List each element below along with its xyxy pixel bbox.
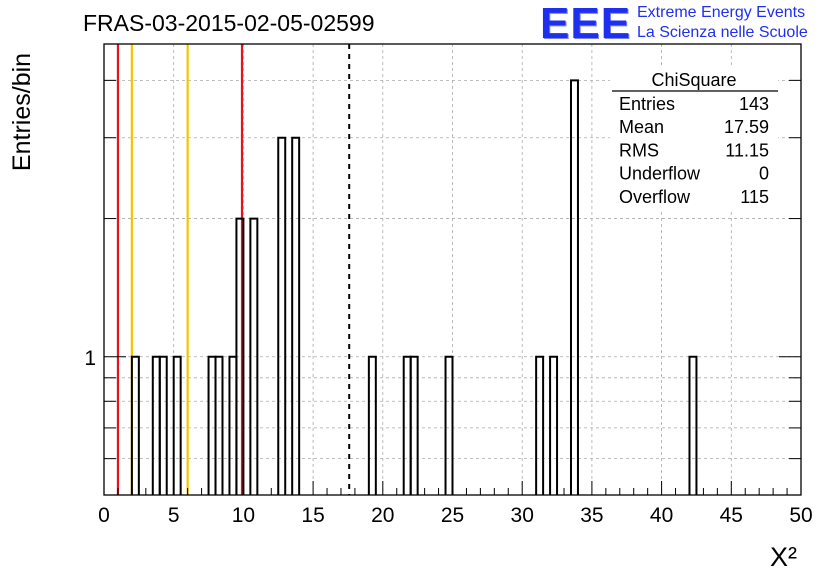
histogram-bar	[249, 217, 259, 495]
x-tick-label: 10	[232, 504, 255, 527]
stats-label: Mean	[619, 117, 664, 137]
x-tick-label: 35	[580, 504, 603, 527]
stats-label: Entries	[619, 94, 675, 114]
x-tick-label: 25	[441, 504, 464, 527]
eee-logo: EEE	[540, 0, 632, 48]
stats-label: RMS	[619, 140, 659, 160]
org-name-line1: Extreme Energy Events	[637, 4, 806, 21]
x-tick-label: 30	[511, 504, 534, 527]
histogram-bar	[409, 355, 419, 495]
histogram-bar	[172, 355, 182, 495]
stats-label: Overflow	[619, 187, 691, 207]
histogram-bar	[235, 217, 245, 495]
histogram-bar	[535, 355, 545, 495]
y-axis-label: Entries/bin	[8, 53, 36, 171]
histogram-bar	[688, 355, 698, 495]
histogram-bar	[277, 136, 287, 495]
y-tick-label: 1	[84, 347, 96, 370]
org-name-line2: La Scienza nelle Scuole	[637, 24, 808, 41]
stats-value: 0	[759, 164, 769, 184]
histogram-bar	[214, 355, 224, 495]
histogram-bars	[130, 79, 698, 495]
histogram-bar	[130, 355, 140, 495]
histogram-bar	[158, 355, 168, 495]
histogram-bar	[549, 355, 559, 495]
histogram-bar	[291, 136, 301, 495]
x-tick-label: 50	[789, 504, 812, 527]
histogram-bar	[444, 355, 454, 495]
stats-value: 11.15	[725, 140, 769, 160]
stats-box-bg	[610, 66, 778, 210]
y-tick-labels: 1	[84, 347, 96, 370]
stats-value: 115	[740, 187, 769, 207]
histogram-bar	[367, 355, 377, 495]
stats-box: ChiSquare Entries 143 Mean 17.59 RMS 11.15 Unde…	[610, 66, 778, 210]
x-tick-labels: 0 5 10 15 20 25 30 35 40 45 50	[98, 504, 813, 527]
stats-label: Underflow	[619, 164, 701, 184]
histogram-bar	[569, 79, 579, 495]
x-tick-label: 45	[720, 504, 743, 527]
stats-value: 143	[739, 94, 769, 114]
x-tick-label: 15	[301, 504, 324, 527]
axis-ticks	[103, 79, 802, 495]
stats-value: 17.59	[724, 117, 769, 137]
x-tick-label: 5	[168, 504, 180, 527]
x-axis-label: X²	[770, 542, 797, 572]
stats-name: ChiSquare	[651, 70, 736, 90]
x-tick-label: 0	[98, 504, 110, 527]
chart-title: FRAS-03-2015-02-05-02599	[83, 10, 375, 36]
x-tick-label: 20	[371, 504, 394, 527]
x-tick-label: 40	[650, 504, 673, 527]
